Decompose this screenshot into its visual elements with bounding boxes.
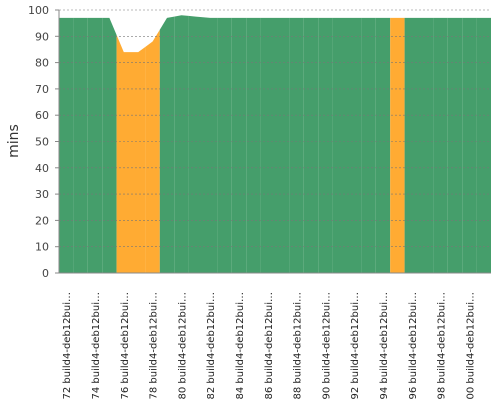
y-tick-label: 70 <box>35 83 49 96</box>
build-area <box>332 17 347 273</box>
build-area <box>217 17 232 273</box>
build-area <box>131 46 146 273</box>
x-tick-label: #176 build4-deb12bui… <box>120 292 131 400</box>
x-tick-label: #172 build4-deb12bui… <box>62 292 73 400</box>
build-area <box>59 17 74 273</box>
x-tick-label: #190 build4-deb12bui… <box>321 292 332 400</box>
x-tick-label: #178 build4-deb12bui… <box>149 292 160 400</box>
x-tick-label: #174 build4-deb12bui… <box>91 292 102 400</box>
build-area <box>289 17 304 273</box>
x-tick-label: #180 build4-deb12bui… <box>177 292 188 400</box>
build-area <box>159 16 175 273</box>
build-area <box>188 15 203 273</box>
x-tick-label: #194 build4-deb12bui… <box>379 292 390 400</box>
build-area <box>447 17 463 273</box>
build-area <box>347 17 362 273</box>
build-area <box>375 17 391 273</box>
build-area <box>203 17 218 274</box>
build-area <box>246 17 261 273</box>
x-tick-label: #196 build4-deb12bui… <box>408 292 419 400</box>
y-tick-label: 60 <box>35 109 49 122</box>
y-tick-label: 50 <box>35 136 49 149</box>
build-area <box>102 17 117 273</box>
x-tick-label: #188 build4-deb12bui… <box>293 292 304 400</box>
y-tick-label: 40 <box>35 162 49 175</box>
build-area <box>260 17 275 273</box>
x-tick-label: #198 build4-deb12bui… <box>437 292 448 400</box>
build-area <box>404 17 419 273</box>
build-area <box>390 17 405 273</box>
build-area <box>174 15 189 273</box>
y-axis-label: mins <box>6 124 22 158</box>
y-tick-label: 80 <box>35 57 49 70</box>
build-area <box>476 17 491 273</box>
build-area <box>145 29 160 273</box>
x-tick-label: #192 build4-deb12bui… <box>350 292 361 400</box>
build-area <box>73 17 88 273</box>
build-area <box>462 17 477 273</box>
x-tick-label: #186 build4-deb12bui… <box>264 292 275 400</box>
x-tick-label: #200 build4-deb12bui… <box>465 292 476 400</box>
build-area <box>116 34 131 273</box>
x-tick-label: #182 build4-deb12bui… <box>206 292 217 400</box>
y-tick-label: 20 <box>35 214 49 227</box>
build-area <box>231 17 247 273</box>
build-area <box>361 17 376 273</box>
y-tick-label: 100 <box>28 4 49 17</box>
build-area <box>87 17 103 273</box>
build-area <box>419 17 434 273</box>
build-area <box>303 17 319 273</box>
build-area <box>318 17 333 273</box>
x-tick-label: #184 build4-deb12bui… <box>235 292 246 400</box>
build-area <box>275 17 290 273</box>
y-tick-label: 0 <box>42 267 49 280</box>
y-tick-label: 30 <box>35 188 49 201</box>
y-tick-label: 10 <box>35 241 49 254</box>
y-tick-label: 90 <box>35 30 49 43</box>
build-area <box>433 17 448 273</box>
